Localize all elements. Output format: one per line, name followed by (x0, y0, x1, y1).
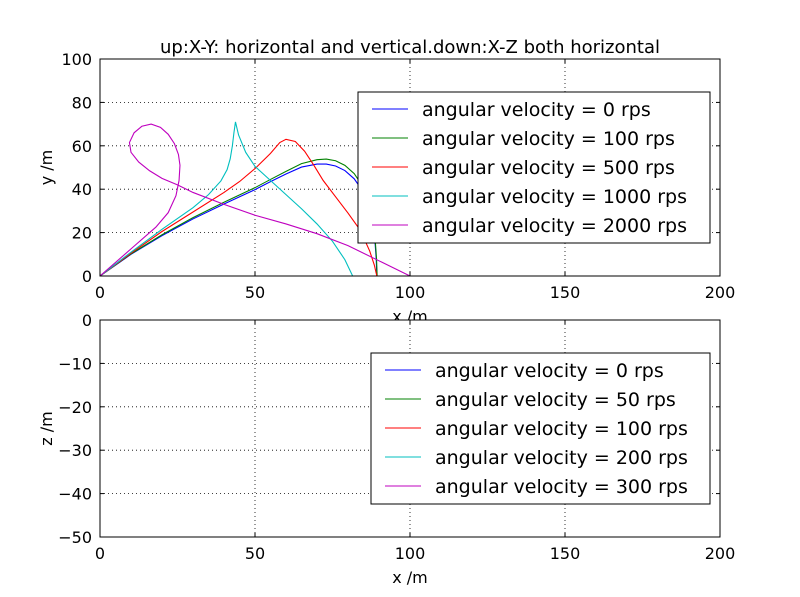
x-tick-label: 200 (705, 283, 736, 302)
x-tick-label: 100 (395, 283, 426, 302)
y-tick-label: 40 (72, 180, 92, 199)
x-tick-label: 0 (95, 283, 105, 302)
y-tick-label: 60 (72, 137, 92, 156)
y-tick-label: 0 (82, 267, 92, 286)
x-tick-label: 100 (395, 544, 426, 563)
y-tick-label: −40 (58, 485, 92, 504)
y-tick-label: −50 (58, 528, 92, 547)
x-tick-label: 50 (245, 283, 265, 302)
y-tick-label: −10 (58, 354, 92, 373)
legend-label: angular velocity = 0 rps (435, 360, 664, 382)
legend-label: angular velocity = 0 rps (422, 99, 651, 121)
series-line (100, 123, 411, 276)
legend-label: angular velocity = 1000 rps (422, 186, 687, 208)
y-tick-label: 100 (61, 50, 92, 69)
x-tick-label: 150 (550, 544, 581, 563)
legend-label: angular velocity = 100 rps (422, 128, 675, 150)
bottom-chart: 0 50 100 150 200 0 −10 −20 −30 −40 −50 x /m z /m angu… (37, 311, 735, 587)
y-tick-label: −30 (58, 441, 92, 460)
y-axis-label: z /m (37, 411, 56, 445)
x-tick-label: 50 (245, 544, 265, 563)
legend-label: angular velocity = 2000 rps (422, 215, 687, 237)
legend-label: angular velocity = 500 rps (422, 157, 675, 179)
x-tick-label: 0 (95, 544, 105, 563)
legend-label: angular velocity = 50 rps (435, 389, 676, 411)
legend-box (370, 352, 711, 505)
legend-label: angular velocity = 300 rps (435, 476, 688, 498)
y-tick-label: 80 (72, 93, 92, 112)
legend-label: angular velocity = 100 rps (435, 418, 688, 440)
x-tick-label: 150 (550, 283, 581, 302)
y-tick-label: 20 (72, 224, 92, 243)
x-axis-label: x /m (392, 568, 428, 587)
series-line (100, 121, 354, 276)
legend-box (357, 91, 711, 244)
legend-label: angular velocity = 200 rps (435, 447, 688, 469)
y-tick-label: 0 (82, 311, 92, 330)
y-tick-label: −20 (58, 398, 92, 417)
figure-title: up:X-Y: horizontal and vertical.down:X-Z… (160, 37, 660, 58)
y-axis-label: y /m (37, 150, 56, 186)
x-tick-label: 200 (705, 544, 736, 563)
